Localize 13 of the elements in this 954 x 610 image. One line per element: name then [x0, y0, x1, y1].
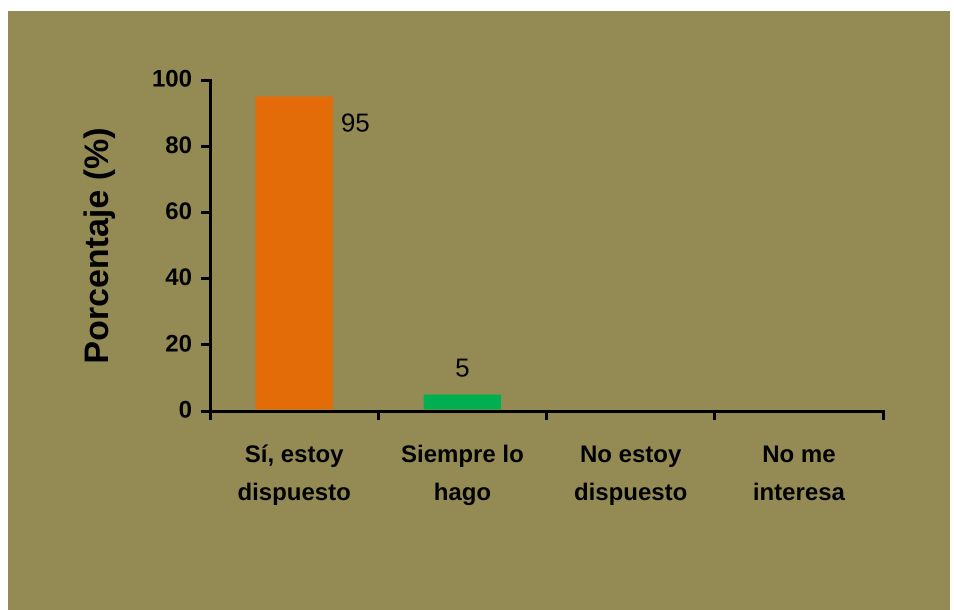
- y-axis-title: Porcentaje (%): [78, 127, 116, 364]
- data-label: 95: [340, 108, 370, 138]
- y-tick-label: 60: [165, 198, 192, 226]
- y-tick-label: 100: [152, 66, 192, 93]
- x-tick-label: Siempre lo hago: [401, 440, 524, 506]
- y-tick-label: 80: [165, 132, 192, 159]
- x-tick-label: No estoy dispuesto: [574, 440, 688, 506]
- y-tick-label: 40: [165, 264, 192, 292]
- data-label: 5: [455, 352, 470, 383]
- y-tick-label: 0: [178, 396, 192, 424]
- x-tick-label: Sí, estoy dispuesto: [237, 440, 351, 506]
- y-tick-label: 20: [165, 330, 192, 358]
- x-tick-label: No me interesa: [752, 440, 846, 506]
